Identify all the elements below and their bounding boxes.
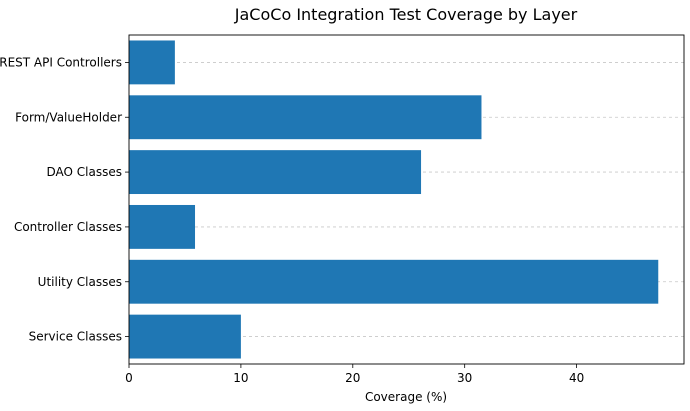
x-tick-label: 30 (457, 371, 472, 385)
bars (129, 40, 659, 359)
bar (129, 259, 659, 304)
x-tick-label: 40 (569, 371, 584, 385)
chart-title: JaCoCo Integration Test Coverage by Laye… (234, 5, 578, 24)
y-tick-label: REST API Controllers (0, 55, 122, 69)
axes (128, 34, 685, 365)
bar (129, 204, 196, 249)
x-axis-title: Coverage (%) (365, 390, 447, 404)
y-tick-label: Service Classes (29, 330, 122, 344)
y-tick-label: Form/ValueHolder (15, 110, 122, 124)
x-tick-label: 10 (233, 371, 248, 385)
y-tick-label: Controller Classes (14, 220, 122, 234)
ticks: REST API Controllers Form/ValueHolder DAO … (0, 55, 584, 385)
bar (129, 150, 422, 195)
y-tick-label: DAO Classes (47, 165, 123, 179)
bar (129, 40, 175, 85)
plot-frame (128, 34, 685, 365)
x-tick-label: 0 (125, 371, 133, 385)
x-tick-label: 20 (345, 371, 360, 385)
bar (129, 95, 482, 140)
y-tick-label: Utility Classes (38, 275, 122, 289)
bar (129, 314, 241, 359)
